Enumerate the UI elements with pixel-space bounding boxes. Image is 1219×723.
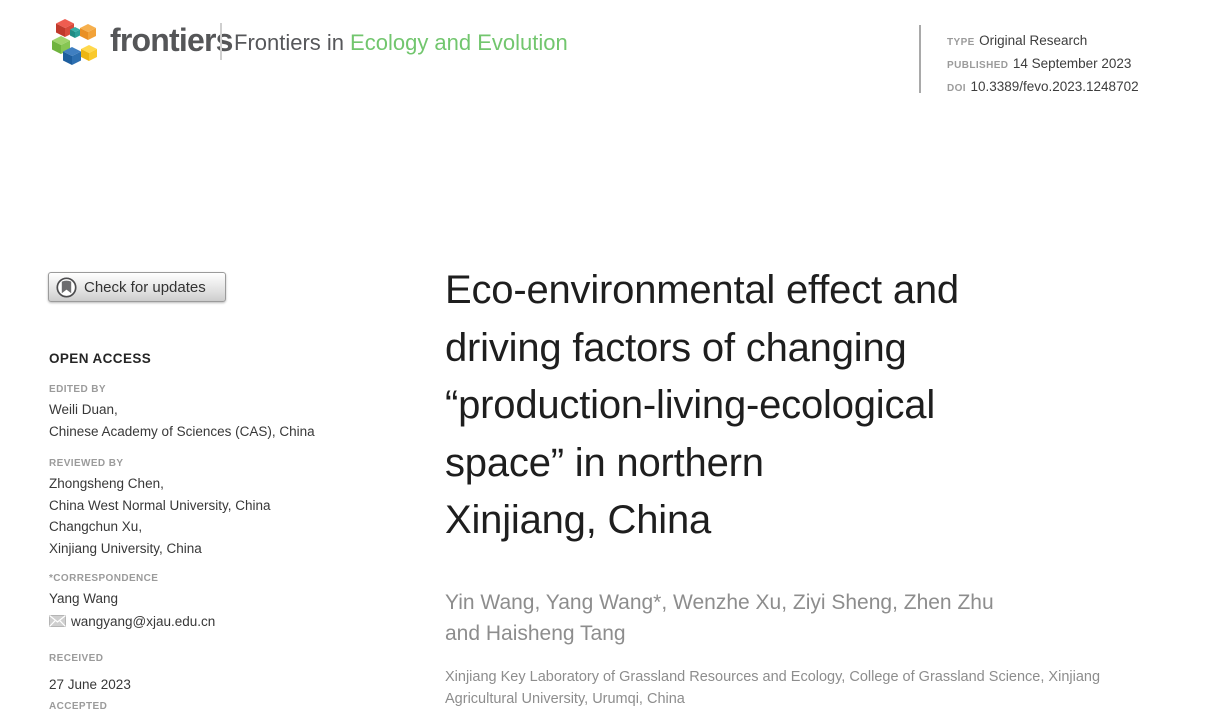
reviewed-by-section: REVIEWED BY Zhongsheng Chen, China West … — [49, 458, 429, 559]
meta-published: PUBLISHED 14 September 2023 — [947, 53, 1139, 76]
crossmark-icon — [56, 276, 77, 298]
affiliation-line: Agricultural University, Urumqi, China — [445, 690, 685, 707]
meta-published-label: PUBLISHED — [947, 60, 1009, 71]
open-access-badge: OPEN ACCESS — [49, 351, 152, 366]
title-line: Xinjiang, China — [445, 498, 712, 542]
article-meta: TYPE Original Research PUBLISHED 14 Sept… — [947, 30, 1139, 99]
header-divider — [220, 23, 222, 60]
meta-type: TYPE Original Research — [947, 30, 1139, 53]
editor-name: Weili Duan, — [49, 402, 118, 417]
meta-doi: DOI 10.3389/fevo.2023.1248702 — [947, 76, 1139, 99]
correspondence-name: Yang Wang — [49, 591, 119, 606]
meta-type-label: TYPE — [947, 37, 975, 48]
reviewer-affiliation: Xinjiang University, China — [49, 540, 202, 556]
reviewed-by-label: REVIEWED BY — [49, 458, 124, 469]
meta-published-value: 14 September 2023 — [1012, 56, 1132, 71]
received-date: 27 June 2023 — [49, 677, 131, 692]
affiliation-line: Xinjiang Key Laboratory of Grassland Res… — [445, 669, 1101, 685]
editor-affiliation: Chinese Academy of Sciences (CAS), China — [49, 423, 315, 439]
journal-prefix: Frontiers in — [234, 30, 345, 55]
edited-by-label: EDITED BY — [49, 384, 106, 395]
check-for-updates-label: Check for updates — [84, 278, 206, 296]
title-line: driving factors of changing — [445, 325, 907, 370]
authors-line: Yin Wang, Yang Wang*, Wenzhe Xu, Ziyi Sh… — [445, 591, 994, 614]
title-line: “production-living-ecological — [445, 383, 936, 427]
edited-by-section: EDITED BY Weili Duan, Chinese Academy of… — [49, 384, 429, 442]
envelope-icon — [49, 615, 66, 628]
reviewer-affiliation: China West Normal University, China — [49, 497, 271, 513]
check-for-updates-button[interactable]: Check for updates — [48, 272, 226, 302]
article-history-section: RECEIVED 27 June 2023 ACCEPTED 25 August… — [49, 648, 429, 723]
meta-doi-label: DOI — [947, 83, 966, 94]
received-row: RECEIVED 27 June 2023 — [49, 648, 429, 696]
reviewer-name: Changchun Xu, — [49, 519, 143, 534]
frontiers-cubes-logo-icon — [48, 17, 106, 74]
correspondence-email[interactable]: wangyang@xjau.edu.cn — [71, 613, 216, 629]
authors-line: and Haisheng Tang — [445, 622, 626, 645]
title-line: Eco-environmental effect and — [445, 268, 959, 312]
meta-type-value: Original Research — [979, 33, 1088, 48]
frontiers-brand-wordmark: frontiers — [110, 22, 233, 58]
accepted-label: ACCEPTED — [49, 701, 108, 712]
author-list: Yin Wang, Yang Wang*, Wenzhe Xu, Ziyi Sh… — [445, 587, 1185, 649]
journal-name: Ecology and Evolution — [350, 30, 568, 55]
journal-title: Frontiers in Ecology and Evolution — [234, 30, 568, 56]
article-title: Eco-environmental effect and driving fac… — [445, 262, 1165, 550]
correspondence-section: *CORRESPONDENCE Yang Wang wangyang@xjau.… — [49, 573, 429, 632]
meta-divider — [919, 25, 921, 93]
reviewer-name: Zhongsheng Chen, — [49, 476, 164, 491]
meta-doi-value: 10.3389/fevo.2023.1248702 — [970, 79, 1139, 94]
accepted-row: ACCEPTED 25 August 2023 — [49, 696, 429, 723]
correspondence-label: *CORRESPONDENCE — [49, 573, 159, 584]
affiliation: Xinjiang Key Laboratory of Grassland Res… — [445, 667, 1205, 710]
title-line: space” in northern — [445, 440, 764, 485]
received-label: RECEIVED — [49, 653, 104, 664]
